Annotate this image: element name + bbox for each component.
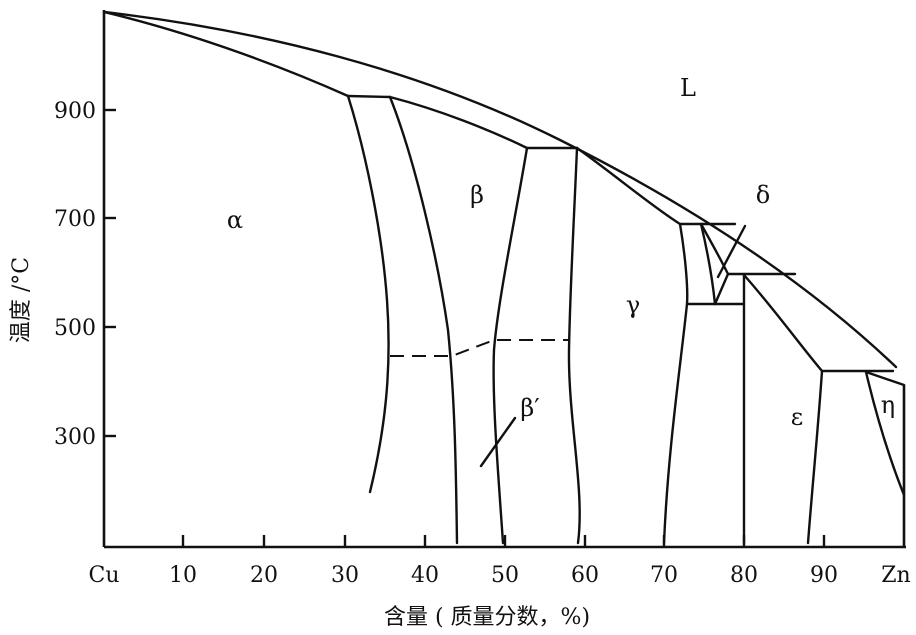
x-tick-label-30: 30: [331, 563, 359, 588]
x-tick-label-cu: Cu: [88, 563, 119, 588]
alpha-solvus-curve: [346, 94, 390, 494]
beta-solidus-curve: [388, 95, 529, 150]
beta-right-boundary: [492, 146, 529, 545]
phase-label-delta: δ: [756, 181, 770, 209]
delta-leader-line: [716, 224, 747, 279]
y-tick-label-900: 900: [54, 99, 96, 124]
gamma-left-boundary: [567, 146, 581, 545]
phase-label-gamma: γ: [626, 291, 640, 319]
delta-left-boundary: [699, 222, 717, 306]
phase-label-beta: β: [470, 181, 484, 209]
x-tick-label-20: 20: [250, 563, 278, 588]
phase-label-eta: η: [881, 391, 895, 419]
x-tick-label-zn: Zn: [881, 563, 910, 588]
beta-ordering-dashed-line: [390, 339, 568, 357]
epsilon-right-boundary: [806, 369, 824, 545]
delta-right-boundary: [699, 222, 730, 306]
liquidus-curve: [102, 10, 898, 369]
x-tick-label-10: 10: [169, 563, 197, 588]
phase-label-alpha: α: [227, 206, 243, 234]
y-axis-title: 温度 /°C: [9, 257, 34, 343]
x-tick-label-90: 90: [810, 563, 838, 588]
peritectic-line-900: [346, 94, 392, 99]
y-tick-label-500: 500: [54, 316, 96, 341]
solidus-alpha-curve: [102, 10, 350, 98]
x-tick-label-60: 60: [571, 563, 599, 588]
y-tick-label-700: 700: [54, 207, 96, 232]
phase-label-epsilon: ε: [791, 403, 803, 431]
gamma-right-boundary: [662, 222, 689, 545]
epsilon-upper-boundary: [742, 273, 824, 373]
x-tick-label-50: 50: [491, 563, 519, 588]
y-tick-label-300: 300: [54, 425, 96, 450]
x-axis-title: 含量 ( 质量分数，%): [384, 605, 590, 630]
x-tick-label-70: 70: [650, 563, 678, 588]
eta-solvus-curve: [864, 370, 906, 497]
phase-label-liquid: L: [680, 74, 696, 102]
x-tick-label-40: 40: [411, 563, 439, 588]
gamma-solidus-curve: [575, 146, 682, 226]
x-tick-label-80: 80: [730, 563, 758, 588]
alpha-beta-boundary: [388, 95, 459, 545]
beta-prime-leader-line: [479, 416, 517, 468]
phase-label-beta-prime: β′: [520, 394, 539, 422]
eta-line: [864, 370, 906, 387]
